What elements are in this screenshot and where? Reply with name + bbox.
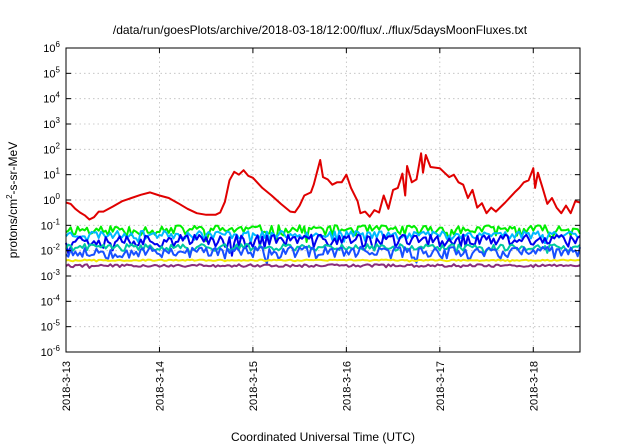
x-tick-label: 2018-3-18	[528, 361, 540, 411]
y-tick-base: 10	[41, 322, 53, 334]
x-tick-label: 2018-3-17	[435, 361, 447, 411]
y-tick-base: 10	[41, 296, 53, 308]
y-tick-exponent: 6	[56, 40, 61, 49]
x-tick-label: 2018-3-13	[61, 361, 73, 411]
series-line	[65, 263, 581, 269]
x-tick-label: 2018-3-15	[248, 361, 260, 411]
y-tick-base: 10	[43, 94, 55, 106]
y-tick-label: 104	[43, 91, 60, 106]
y-tick-base: 10	[43, 195, 55, 207]
y-tick-exponent: 0	[56, 192, 61, 201]
y-tick-label: 10-4	[41, 293, 61, 308]
chart-title: /data/run/goesPlots/archive/2018-03-18/1…	[113, 23, 528, 37]
y-tick-label: 102	[43, 141, 60, 156]
y-tick-exponent: 5	[56, 65, 61, 74]
grid-lines	[66, 48, 580, 352]
y-tick-exponent: -4	[53, 293, 61, 302]
data-series	[65, 152, 581, 269]
y-tick-label: 10-6	[41, 344, 61, 359]
y-tick-exponent: -3	[53, 268, 61, 277]
y-axis-label-base: protons/cm	[6, 199, 20, 258]
y-tick-label: 105	[43, 65, 60, 80]
x-tick-label: 2018-3-16	[341, 361, 353, 411]
y-axis-label-exponent: 2	[5, 194, 14, 199]
y-tick-base: 10	[43, 119, 55, 131]
series-line	[65, 258, 581, 263]
series-line	[65, 224, 581, 243]
y-axis-label-unit: -s-sr-MeV	[6, 142, 20, 195]
y-tick-label: 10-5	[41, 319, 61, 334]
y-tick-base: 10	[43, 43, 55, 55]
y-tick-label: 101	[43, 167, 60, 182]
y-tick-exponent: 3	[56, 116, 61, 125]
y-tick-label: 10-3	[41, 268, 61, 283]
y-tick-exponent: 4	[56, 91, 61, 100]
y-tick-base: 10	[41, 246, 53, 258]
y-axis: 10610510410310210110010-110-210-310-410-…	[41, 40, 580, 359]
y-tick-label: 100	[43, 192, 60, 207]
y-tick-exponent: -1	[53, 217, 61, 226]
y-tick-base: 10	[41, 220, 53, 232]
series-line	[65, 243, 581, 255]
y-tick-exponent: 1	[56, 167, 61, 176]
x-tick-label: 2018-3-14	[154, 361, 166, 411]
y-tick-exponent: 2	[56, 141, 61, 150]
y-tick-base: 10	[43, 170, 55, 182]
y-tick-base: 10	[43, 144, 55, 156]
x-axis: 2018-3-13 2018-3-14 2018-3-15 2018-3-16 2018…	[61, 48, 540, 411]
y-tick-exponent: -2	[53, 243, 61, 252]
y-tick-label: 10-2	[41, 243, 61, 258]
series-line	[65, 245, 581, 265]
series-line	[65, 229, 581, 245]
y-tick-base: 10	[43, 68, 55, 80]
y-tick-exponent: -5	[53, 319, 61, 328]
y-tick-label: 106	[43, 40, 60, 55]
y-tick-base: 10	[41, 347, 53, 359]
series-line	[65, 152, 581, 221]
y-axis-label: protons/cm2-s-sr-MeV	[5, 142, 20, 258]
x-axis-label: Coordinated Universal Time (UTC)	[231, 430, 415, 444]
y-tick-base: 10	[41, 271, 53, 283]
y-tick-label: 103	[43, 116, 60, 131]
y-tick-exponent: -6	[53, 344, 61, 353]
y-tick-label: 10-1	[41, 217, 61, 232]
series-line	[65, 233, 581, 257]
